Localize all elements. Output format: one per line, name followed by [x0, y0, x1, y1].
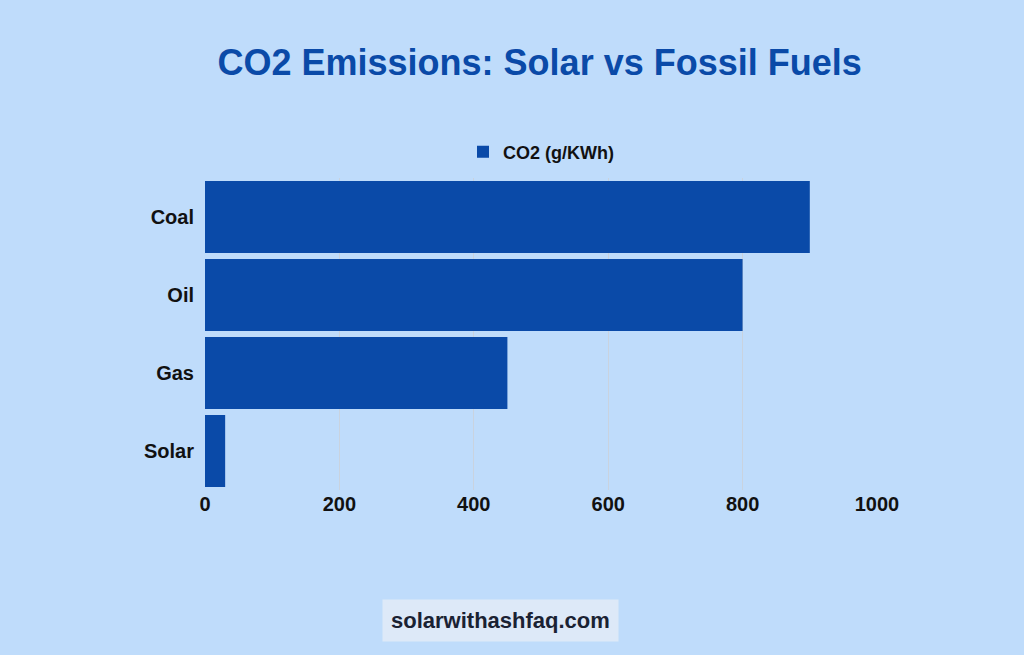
- svg-text:solarwithashfaq.com: solarwithashfaq.com: [391, 608, 610, 633]
- svg-text:Coal: Coal: [151, 206, 194, 228]
- svg-text:0: 0: [199, 493, 210, 515]
- svg-text:1000: 1000: [855, 493, 900, 515]
- svg-text:Oil: Oil: [167, 284, 194, 306]
- svg-text:600: 600: [592, 493, 625, 515]
- svg-text:400: 400: [457, 493, 490, 515]
- svg-text:Solar: Solar: [144, 440, 194, 462]
- svg-text:CO2 Emissions: Solar vs Fossil: CO2 Emissions: Solar vs Fossil Fuels: [218, 42, 862, 83]
- svg-text:800: 800: [726, 493, 759, 515]
- svg-text:CO2 (g/KWh): CO2 (g/KWh): [503, 143, 614, 163]
- svg-text:Gas: Gas: [156, 362, 194, 384]
- svg-text:200: 200: [323, 493, 356, 515]
